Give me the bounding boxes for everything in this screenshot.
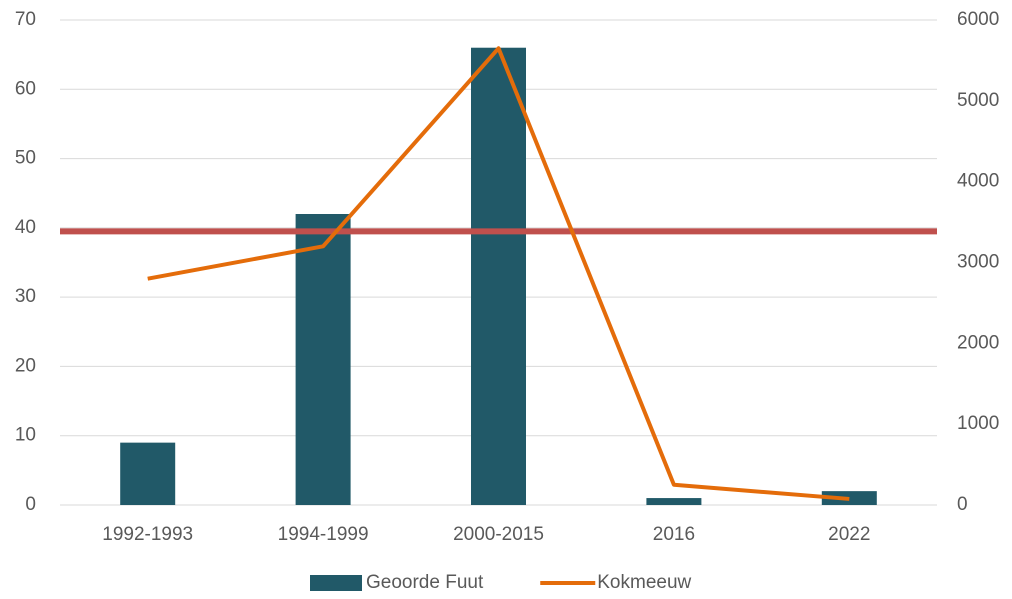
y-tick-label: 50 xyxy=(15,148,36,169)
legend-swatch xyxy=(310,575,362,591)
bar xyxy=(471,47,526,505)
y-tick-label: 0 xyxy=(25,494,36,515)
bar xyxy=(120,442,176,505)
y2-tick-label: 4000 xyxy=(957,171,999,192)
x-tick-label: 1992-1993 xyxy=(102,524,193,545)
y-tick-label: 60 xyxy=(15,78,36,99)
y2-tick-label: 2000 xyxy=(957,332,999,353)
bar xyxy=(646,498,702,505)
x-tick-label: 1994-1999 xyxy=(278,524,369,545)
bar xyxy=(295,214,351,505)
x-tick-label: 2016 xyxy=(653,524,695,545)
y-tick-label: 70 xyxy=(15,9,36,30)
y2-tick-label: 0 xyxy=(957,494,968,515)
y2-tick-label: 1000 xyxy=(957,413,999,434)
x-tick-label: 2022 xyxy=(828,524,870,545)
legend-label: Geoorde Fuut xyxy=(366,572,484,593)
line xyxy=(147,46,850,501)
y-tick-label: 30 xyxy=(15,286,36,307)
y2-tick-label: 5000 xyxy=(957,90,999,111)
y-tick-label: 10 xyxy=(15,425,36,446)
y-tick-label: 40 xyxy=(15,217,36,238)
y2-tick-label: 6000 xyxy=(957,9,999,30)
y2-tick-label: 3000 xyxy=(957,252,999,273)
legend-label: Kokmeeuw xyxy=(597,572,691,593)
y-tick-label: 20 xyxy=(15,355,36,376)
x-tick-label: 2000-2015 xyxy=(453,524,544,545)
